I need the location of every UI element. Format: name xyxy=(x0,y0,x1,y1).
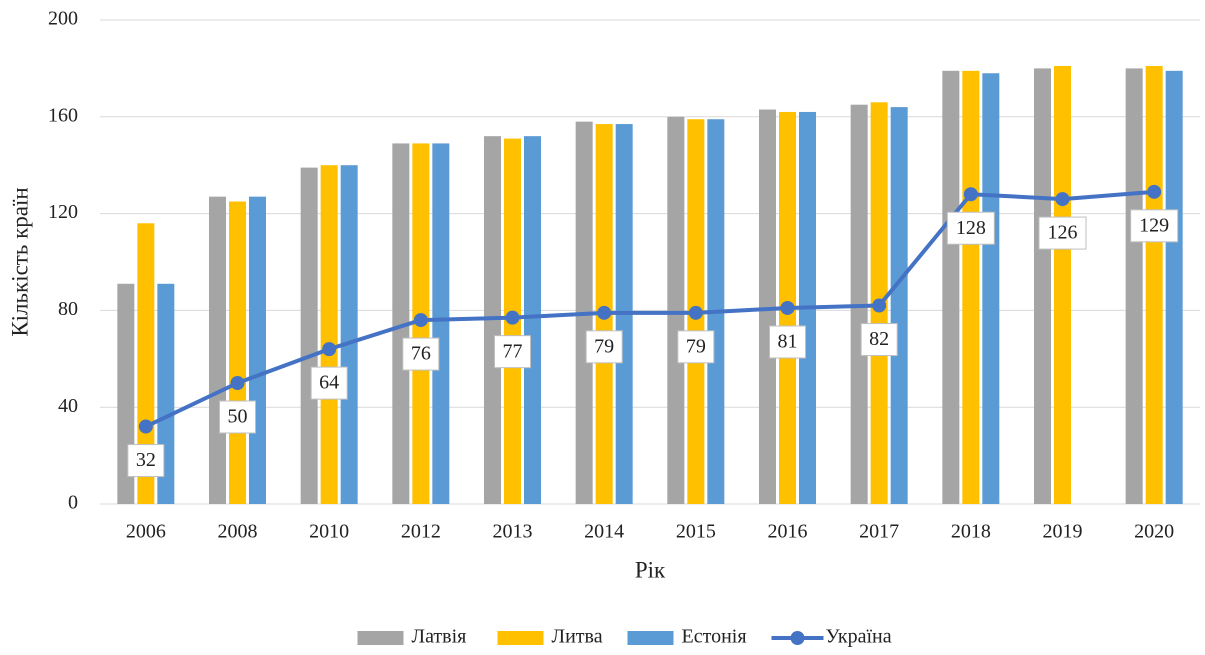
data-label: 129 xyxy=(1139,214,1169,236)
bar xyxy=(524,136,541,504)
data-label: 128 xyxy=(956,217,986,239)
line-point xyxy=(505,310,520,325)
legend-label: Естонія xyxy=(682,626,747,648)
y-axis-title: Кількість країн xyxy=(7,187,32,336)
bar xyxy=(137,223,155,504)
data-label: 64 xyxy=(319,372,339,394)
line-point xyxy=(138,419,153,434)
data-label-box xyxy=(769,325,806,359)
x-tick-label: 2017 xyxy=(859,521,899,543)
data-label-box xyxy=(219,400,256,434)
x-tick-label: 2012 xyxy=(401,521,441,543)
data-label-box xyxy=(402,337,440,371)
legend-label: Литва xyxy=(552,626,603,648)
legend-swatch xyxy=(790,631,805,645)
y-tick-label: 160 xyxy=(48,104,78,126)
bar xyxy=(1145,65,1163,504)
data-label-box xyxy=(1038,216,1087,250)
y-tick-label: 40 xyxy=(58,395,78,417)
legend-label: Україна xyxy=(826,626,892,648)
bar xyxy=(249,196,266,504)
line-point xyxy=(963,187,978,202)
x-tick-label: 2010 xyxy=(309,521,349,543)
data-label: 76 xyxy=(411,343,431,365)
legend-swatch xyxy=(497,631,544,645)
data-label: 82 xyxy=(869,328,889,350)
data-label: 126 xyxy=(1048,222,1078,244)
y-tick-label: 120 xyxy=(48,201,78,223)
bar xyxy=(982,73,1000,505)
line-point xyxy=(688,305,703,320)
legend-swatch xyxy=(627,631,674,645)
bar xyxy=(667,116,685,505)
x-tick-label: 2020 xyxy=(1134,521,1174,543)
x-tick-label: 2013 xyxy=(493,521,533,543)
data-label-box xyxy=(127,444,165,478)
line-point xyxy=(597,305,612,320)
x-tick-label: 2016 xyxy=(768,521,808,543)
bar xyxy=(890,107,908,505)
bar xyxy=(320,165,338,504)
bar xyxy=(1034,68,1051,505)
x-tick-label: 2006 xyxy=(126,521,166,543)
data-label: 79 xyxy=(594,335,614,357)
line-point xyxy=(1147,184,1162,199)
line-point xyxy=(322,342,337,357)
x-tick-label: 2018 xyxy=(951,521,991,543)
line-point xyxy=(780,300,795,315)
y-tick-label: 200 xyxy=(48,8,78,30)
line xyxy=(144,189,1155,429)
data-label: 81 xyxy=(778,331,798,353)
legend-label: Латвія xyxy=(412,626,467,648)
data-label: 32 xyxy=(136,449,156,471)
bar xyxy=(432,143,450,505)
bar xyxy=(1054,65,1071,504)
x-tick-label: 2008 xyxy=(218,521,258,543)
bar xyxy=(942,70,960,504)
bar xyxy=(962,70,980,504)
data-label-box xyxy=(494,335,531,369)
bar xyxy=(300,167,318,504)
data-label-box xyxy=(310,366,348,400)
data-label-box xyxy=(946,211,995,245)
bar xyxy=(209,196,226,504)
y-tick-label: 80 xyxy=(58,298,78,320)
data-label: 77 xyxy=(503,340,523,362)
data-label-box xyxy=(1130,209,1179,243)
x-tick-label: 2015 xyxy=(676,521,716,543)
line-point xyxy=(1055,192,1070,207)
x-axis-title: Рік xyxy=(635,557,666,582)
x-tick-label: 2014 xyxy=(584,521,624,543)
x-tick-label: 2019 xyxy=(1043,521,1083,543)
data-label: 50 xyxy=(228,406,248,428)
bar xyxy=(759,109,776,504)
y-tick-label: 0 xyxy=(68,492,78,514)
line-point xyxy=(413,313,428,328)
legend-swatch xyxy=(357,631,404,645)
data-label-box xyxy=(860,323,898,357)
bar xyxy=(340,165,358,504)
bar xyxy=(229,201,246,504)
data-label: 79 xyxy=(686,335,706,357)
data-label-box xyxy=(585,330,623,364)
bar xyxy=(1125,68,1143,505)
line-point xyxy=(230,376,245,390)
bar xyxy=(392,143,410,505)
data-label-box xyxy=(677,330,715,364)
line-point xyxy=(872,298,887,313)
bar xyxy=(1165,70,1183,504)
